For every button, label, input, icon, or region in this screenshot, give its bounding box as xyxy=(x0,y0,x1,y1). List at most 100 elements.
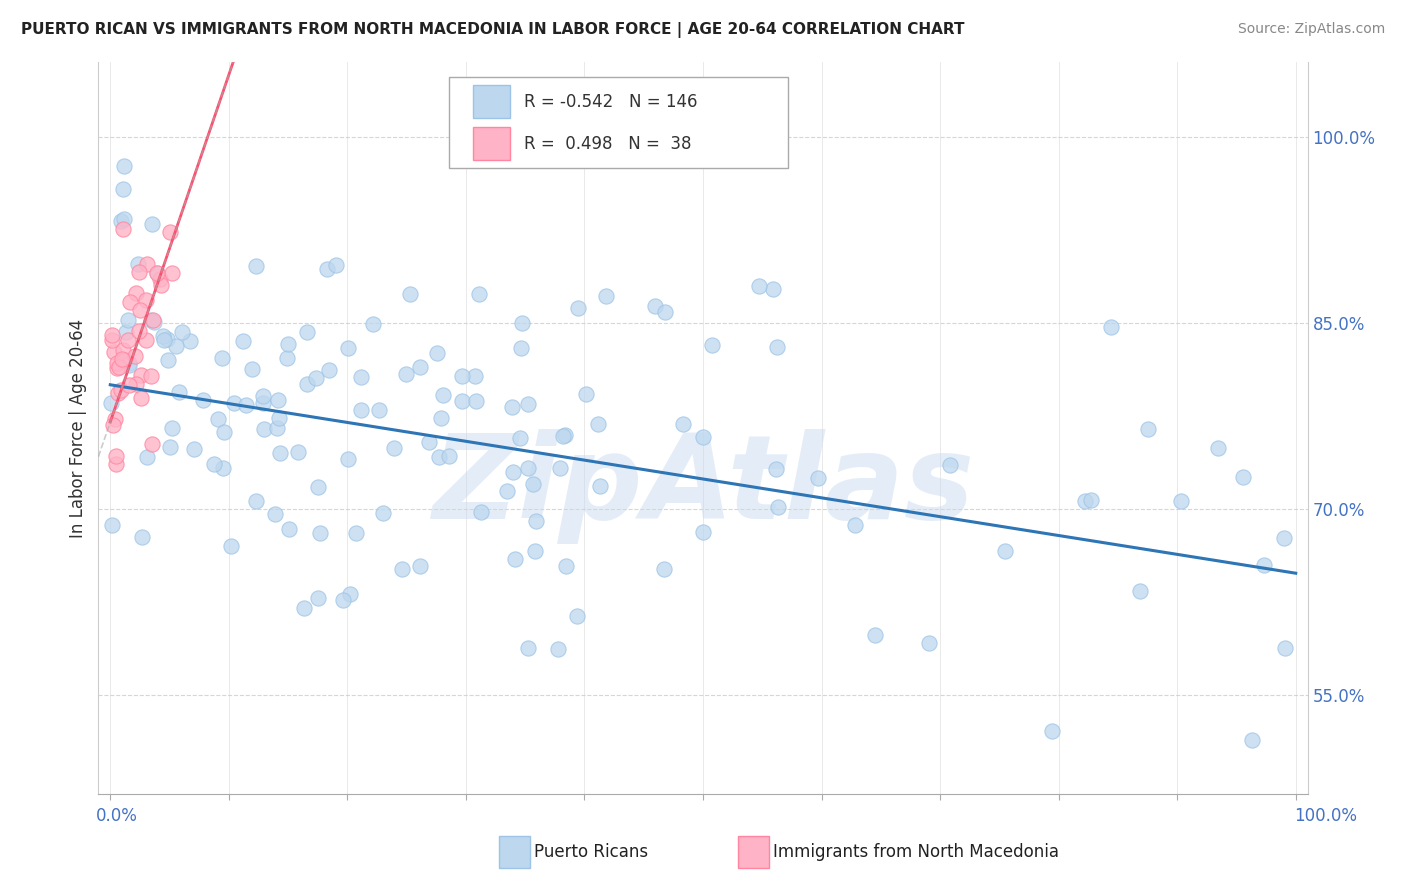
Point xyxy=(277,522,299,536)
Point xyxy=(105,361,128,376)
Point xyxy=(235,398,257,412)
Point xyxy=(318,363,340,377)
Point xyxy=(555,559,578,574)
Point xyxy=(104,457,127,471)
Point xyxy=(252,396,274,410)
Point xyxy=(522,476,544,491)
Point xyxy=(117,312,139,326)
Point xyxy=(325,258,347,272)
Point xyxy=(159,440,181,454)
Point xyxy=(567,301,589,315)
Point xyxy=(399,286,422,301)
Point xyxy=(245,493,267,508)
Point xyxy=(502,465,524,479)
Point xyxy=(918,636,941,650)
Point xyxy=(994,544,1017,558)
FancyBboxPatch shape xyxy=(474,128,509,161)
Point xyxy=(212,425,235,440)
Point xyxy=(155,333,177,347)
Y-axis label: In Labor Force | Age 20-64: In Labor Force | Age 20-64 xyxy=(69,318,87,538)
Point xyxy=(547,642,569,657)
Point xyxy=(125,286,148,301)
Point xyxy=(266,420,288,434)
Point xyxy=(344,525,367,540)
Point xyxy=(432,388,454,402)
FancyBboxPatch shape xyxy=(449,77,787,169)
Point xyxy=(361,317,384,331)
Text: Puerto Ricans: Puerto Ricans xyxy=(534,843,648,861)
Point xyxy=(467,286,489,301)
Point xyxy=(128,265,150,279)
Point xyxy=(165,339,187,353)
Point xyxy=(672,417,695,432)
Point xyxy=(807,471,830,485)
FancyBboxPatch shape xyxy=(474,86,509,119)
Point xyxy=(104,412,127,426)
Point xyxy=(509,431,531,445)
Text: R =  0.498   N =  38: R = 0.498 N = 38 xyxy=(524,135,692,153)
Point xyxy=(382,441,405,455)
Point xyxy=(517,397,540,411)
Point xyxy=(437,449,460,463)
Point xyxy=(146,266,169,280)
Text: R = -0.542   N = 146: R = -0.542 N = 146 xyxy=(524,93,697,111)
Point xyxy=(553,428,575,442)
Point xyxy=(112,343,135,357)
Point xyxy=(702,337,724,351)
Point xyxy=(117,333,139,347)
Point xyxy=(276,351,298,365)
Point xyxy=(464,368,486,383)
Point xyxy=(129,368,152,382)
Point xyxy=(516,460,538,475)
Point xyxy=(146,266,169,280)
Point xyxy=(105,449,128,463)
Point xyxy=(245,259,267,273)
Point xyxy=(141,217,163,231)
Point xyxy=(307,591,329,606)
Point xyxy=(1129,583,1152,598)
Point xyxy=(129,302,152,317)
Text: 0.0%: 0.0% xyxy=(96,807,138,825)
Point xyxy=(316,262,339,277)
Point xyxy=(470,505,492,519)
Point xyxy=(153,333,176,347)
Point xyxy=(510,316,533,330)
Point xyxy=(160,266,183,280)
Point xyxy=(112,352,135,367)
Point xyxy=(252,388,274,402)
Text: Source: ZipAtlas.com: Source: ZipAtlas.com xyxy=(1237,22,1385,37)
Point xyxy=(517,641,540,656)
Point xyxy=(307,480,329,494)
Point xyxy=(287,445,309,459)
Point xyxy=(548,461,571,475)
Point xyxy=(159,225,181,239)
Point xyxy=(692,524,714,539)
Point xyxy=(501,400,523,414)
Point xyxy=(127,257,149,271)
Point xyxy=(115,325,138,339)
Point xyxy=(101,518,124,533)
Point xyxy=(118,356,141,370)
Point xyxy=(1232,469,1254,483)
Point xyxy=(332,592,354,607)
Point xyxy=(524,514,547,528)
Point xyxy=(409,558,432,573)
Text: PUERTO RICAN VS IMMIGRANTS FROM NORTH MACEDONIA IN LABOR FORCE | AGE 20-64 CORRE: PUERTO RICAN VS IMMIGRANTS FROM NORTH MA… xyxy=(21,22,965,38)
Point xyxy=(267,410,290,425)
Point xyxy=(240,362,263,376)
Point xyxy=(350,402,373,417)
Point xyxy=(160,421,183,435)
Point xyxy=(309,526,332,541)
Point xyxy=(1206,441,1229,455)
Point xyxy=(939,458,962,473)
Point xyxy=(202,458,225,472)
Point xyxy=(418,434,440,449)
Point xyxy=(183,442,205,456)
Point xyxy=(496,483,519,498)
Point xyxy=(644,299,666,313)
Point xyxy=(167,385,190,400)
Point xyxy=(152,328,174,343)
Point xyxy=(111,351,134,366)
Point xyxy=(212,461,235,475)
Point xyxy=(107,385,129,400)
